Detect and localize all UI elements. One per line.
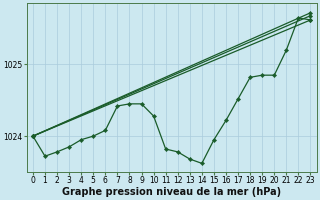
X-axis label: Graphe pression niveau de la mer (hPa): Graphe pression niveau de la mer (hPa): [62, 187, 281, 197]
